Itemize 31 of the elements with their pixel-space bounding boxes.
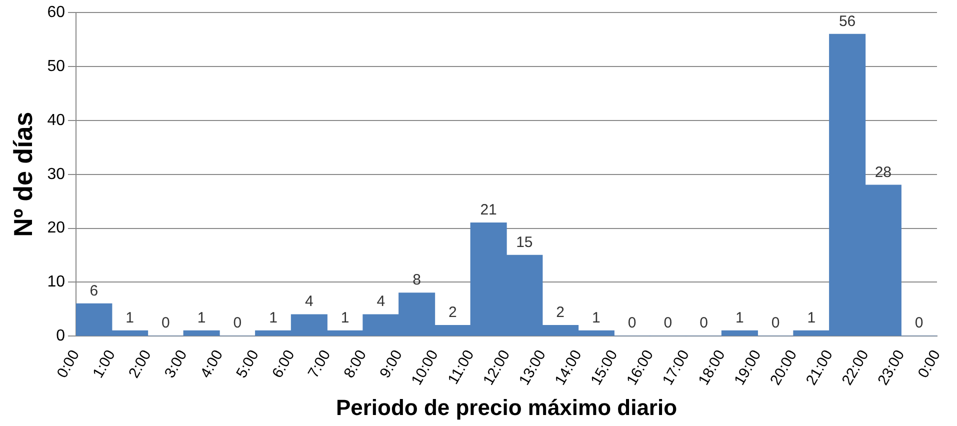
data-label: 15 — [516, 234, 533, 251]
data-label: 0 — [914, 314, 924, 332]
data-label: 1 — [340, 309, 350, 326]
x-axis-title: Periodo de precio máximo diario — [336, 394, 678, 420]
y-tick-label: 50 — [47, 58, 66, 75]
data-label: 1 — [736, 309, 744, 326]
data-label: 2 — [448, 304, 457, 321]
data-label: 2 — [556, 304, 564, 321]
y-tick-label: 0 — [56, 328, 66, 344]
data-label: 1 — [197, 309, 206, 326]
data-label: 0 — [233, 314, 242, 332]
y-tick-label: 60 — [47, 4, 66, 22]
data-label: 0 — [162, 314, 170, 332]
data-label: 4 — [376, 293, 386, 310]
data-label: 1 — [592, 309, 600, 326]
y-tick-label: 40 — [47, 112, 66, 129]
y-tick-label: 30 — [47, 166, 66, 183]
data-label: 56 — [838, 12, 856, 30]
data-label: 4 — [305, 293, 314, 310]
y-tick-label: 10 — [47, 274, 66, 291]
data-label: 21 — [480, 202, 497, 219]
data-label: 0 — [700, 314, 708, 332]
data-label: 0 — [628, 314, 636, 332]
data-label: 1 — [126, 309, 134, 326]
y-axis-title: Nº de días — [8, 112, 38, 237]
data-label: 0 — [664, 314, 672, 332]
data-label: 6 — [90, 282, 98, 300]
data-label: 1 — [269, 309, 278, 326]
y-tick-label: 20 — [47, 220, 66, 237]
data-label: 1 — [807, 309, 816, 326]
data-label: 0 — [771, 314, 780, 332]
